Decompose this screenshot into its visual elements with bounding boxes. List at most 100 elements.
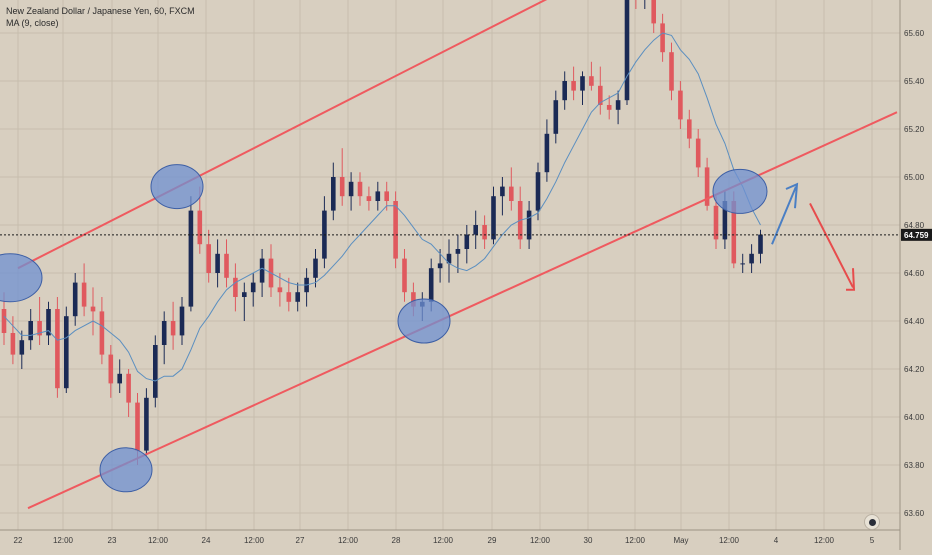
- candle-body: [108, 354, 114, 384]
- arrow-up-head: [785, 182, 799, 209]
- candle-body: [740, 263, 745, 265]
- candle-body: [313, 258, 318, 278]
- candle-body: [678, 90, 683, 120]
- y-tick-label: 64.20: [904, 365, 925, 374]
- candle-body: [55, 309, 60, 389]
- candle-body: [455, 249, 461, 254]
- candle-body: [366, 196, 372, 201]
- y-tick-label: 63.80: [904, 461, 925, 470]
- x-tick-label: 4: [774, 536, 779, 545]
- candle-body: [286, 292, 292, 302]
- x-tick-label: 12:00: [814, 536, 835, 545]
- candle-body: [250, 282, 256, 293]
- candle-body: [357, 181, 363, 197]
- indicator-label: MA (9, close): [6, 18, 59, 28]
- candle-body: [126, 373, 131, 403]
- candle-body: [90, 306, 96, 312]
- candle-body: [46, 309, 51, 336]
- candle-body: [144, 397, 149, 451]
- candle-body: [651, 0, 656, 24]
- candle-body: [81, 282, 87, 307]
- candle-body: [437, 263, 443, 269]
- y-tick-label: 64.80: [904, 221, 925, 230]
- x-tick-label: 22: [14, 536, 23, 545]
- x-tick-label: 12:00: [625, 536, 646, 545]
- y-tick-label: 65.20: [904, 125, 925, 134]
- x-tick-label: 30: [584, 536, 593, 545]
- candle-body: [206, 244, 211, 273]
- x-tick-label: 12:00: [719, 536, 740, 545]
- candle-body: [491, 196, 496, 240]
- candle-body: [339, 177, 345, 197]
- candle-body: [535, 172, 541, 211]
- candle-body: [589, 76, 594, 86]
- channel-upper-line: [17, 0, 548, 270]
- x-tick-label: 27: [296, 536, 305, 545]
- y-tick-label: 64.60: [904, 269, 925, 278]
- candle-body: [473, 225, 478, 235]
- current-price-label: 64.759: [904, 231, 929, 240]
- candle-body: [19, 340, 25, 355]
- candle-body: [749, 253, 754, 264]
- candle-body: [598, 85, 603, 105]
- x-tick-label: May: [673, 536, 688, 545]
- x-tick-label: 12:00: [53, 536, 74, 545]
- x-tick-label: 12:00: [244, 536, 265, 545]
- candle-body: [580, 76, 585, 91]
- x-tick-label: 28: [392, 536, 401, 545]
- candle-body: [482, 225, 487, 240]
- candle-body: [544, 133, 550, 173]
- candle-body: [615, 100, 621, 110]
- candle-body: [687, 119, 692, 139]
- x-tick-label: 12:00: [148, 536, 169, 545]
- candle-body: [179, 306, 185, 336]
- candle-body: [446, 253, 452, 264]
- candle-body: [117, 373, 122, 384]
- candle-body: [224, 253, 229, 278]
- current-price-label-bg: [901, 228, 932, 241]
- candle-body: [170, 321, 176, 336]
- candle-body: [277, 287, 283, 293]
- candle-body: [500, 186, 505, 197]
- candle-body: [37, 321, 42, 336]
- pivot-ellipse: [0, 253, 43, 303]
- arrow-down-head: [846, 268, 856, 291]
- y-tick-label: 65.40: [904, 77, 925, 86]
- y-tick-label: 64.40: [904, 317, 925, 326]
- y-tick-label: 64.00: [904, 413, 925, 422]
- y-tick-label: 65.60: [904, 29, 925, 38]
- candle-body: [242, 292, 247, 297]
- candle-body: [10, 333, 16, 355]
- candle-body: [99, 311, 105, 355]
- candle-body: [64, 316, 69, 389]
- candle-body: [259, 258, 265, 283]
- candle-body: [509, 186, 514, 201]
- x-tick-label: 12:00: [433, 536, 454, 545]
- candle-body: [722, 201, 728, 240]
- candle-body: [562, 81, 567, 101]
- tradingview-logo-icon[interactable]: [864, 514, 880, 530]
- candle-body: [669, 52, 674, 91]
- candle-body: [713, 205, 719, 240]
- candle-body: [188, 210, 194, 307]
- x-tick-label: 29: [488, 536, 497, 545]
- pivot-ellipse: [150, 164, 204, 210]
- candle-body: [1, 309, 7, 333]
- candle-body: [758, 234, 763, 254]
- y-tick-label: 63.60: [904, 509, 925, 518]
- candle-body: [331, 177, 336, 211]
- candle-body: [28, 321, 33, 341]
- candle-body: [161, 321, 167, 345]
- pivot-ellipse: [397, 298, 451, 344]
- candle-body: [393, 201, 398, 259]
- candle-body: [402, 258, 407, 293]
- candle-body: [375, 191, 381, 201]
- candle-body: [233, 277, 238, 297]
- candle-body: [411, 292, 416, 307]
- candle-body: [731, 201, 737, 264]
- candle-body: [571, 81, 576, 91]
- pivot-ellipse: [712, 168, 768, 214]
- x-tick-label: 24: [202, 536, 211, 545]
